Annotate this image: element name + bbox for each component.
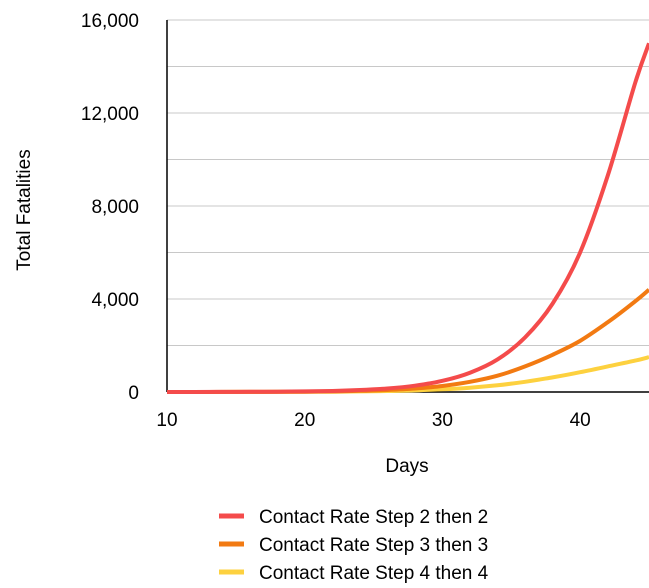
- y-tick-label: 4,000: [91, 290, 139, 311]
- y-axis-title: Total Fatalities: [14, 149, 35, 270]
- gridlines: [167, 19, 649, 346]
- series-line-2: [167, 288, 649, 394]
- legend-label: Contact Rate Step 4 then 4: [259, 563, 489, 584]
- x-tick-label: 40: [570, 410, 591, 431]
- y-tick-label: 8,000: [91, 197, 139, 218]
- x-tick-label: 30: [432, 410, 453, 431]
- y-tick-label: 16,000: [81, 11, 139, 32]
- y-tick-label: 0: [128, 383, 139, 404]
- legend-label: Contact Rate Step 3 then 3: [259, 535, 488, 556]
- x-tick-label: 10: [156, 410, 177, 431]
- series-line-1: [167, 42, 649, 394]
- legend: Contact Rate Step 2 then 2 Contact Rate S…: [219, 507, 489, 584]
- y-tick-labels: 0 4,000 8,000 12,000 16,000: [81, 11, 139, 404]
- legend-label: Contact Rate Step 2 then 2: [259, 507, 488, 528]
- y-tick-label: 12,000: [81, 104, 139, 125]
- x-tick-label: 20: [294, 410, 315, 431]
- x-tick-labels: 10 20 30 40: [156, 410, 590, 431]
- x-axis-title: Days: [385, 456, 428, 477]
- series-lines: [167, 42, 649, 394]
